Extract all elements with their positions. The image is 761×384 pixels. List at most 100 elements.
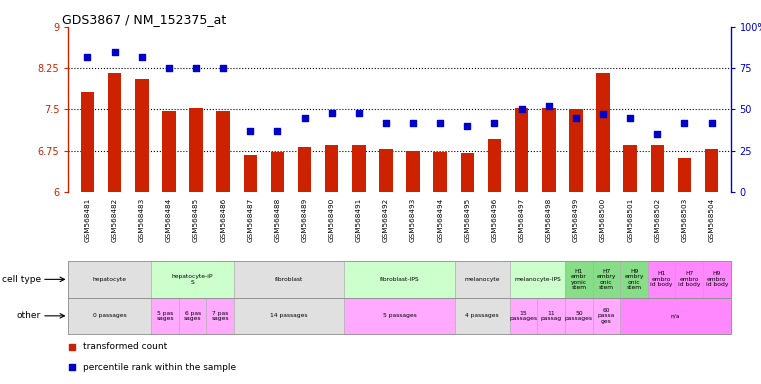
Text: H9
embro
id body: H9 embro id body — [705, 271, 728, 287]
Bar — [705, 149, 718, 192]
Bar — [488, 139, 501, 192]
Bar — [676, 261, 703, 298]
Point — [380, 119, 392, 126]
Point — [272, 128, 284, 134]
Bar — [515, 108, 528, 192]
Bar — [565, 261, 593, 298]
Point — [244, 128, 256, 134]
Point — [326, 110, 338, 116]
Bar — [234, 261, 344, 298]
Bar — [454, 298, 510, 334]
Text: 14 passages: 14 passages — [270, 313, 308, 318]
Bar — [206, 298, 234, 334]
Bar — [537, 298, 565, 334]
Text: H1
embr
yonic
stem: H1 embr yonic stem — [571, 269, 587, 290]
Text: 4 passages: 4 passages — [466, 313, 499, 318]
Bar — [189, 108, 202, 192]
Bar — [510, 261, 565, 298]
Text: 7 pas
sages: 7 pas sages — [212, 311, 229, 321]
Text: transformed count: transformed count — [83, 343, 167, 351]
Point — [163, 65, 175, 71]
Point — [135, 53, 148, 60]
Text: 5 pas
sages: 5 pas sages — [156, 311, 174, 321]
Text: 50
passages: 50 passages — [565, 311, 593, 321]
Bar — [151, 298, 179, 334]
Bar — [352, 145, 365, 192]
Point — [570, 115, 582, 121]
Point — [81, 53, 94, 60]
Bar — [593, 298, 620, 334]
Bar — [244, 155, 257, 192]
Text: hepatocyte: hepatocyte — [93, 277, 127, 282]
Text: 6 pas
sages: 6 pas sages — [184, 311, 202, 321]
Bar — [620, 261, 648, 298]
Point — [624, 115, 636, 121]
Text: melanocyte: melanocyte — [464, 277, 500, 282]
Text: fibroblast-IPS: fibroblast-IPS — [380, 277, 419, 282]
Point — [434, 119, 446, 126]
Bar — [510, 298, 537, 334]
Point — [461, 123, 473, 129]
Bar — [651, 145, 664, 192]
Text: 15
passages: 15 passages — [510, 311, 538, 321]
Text: H7
embro
id body: H7 embro id body — [678, 271, 700, 287]
Point — [407, 119, 419, 126]
Point — [597, 111, 609, 118]
Bar — [565, 298, 593, 334]
Bar — [569, 109, 583, 192]
Point — [515, 106, 527, 113]
Bar — [623, 145, 637, 192]
Bar — [68, 261, 151, 298]
Text: 0 passages: 0 passages — [93, 313, 126, 318]
Point — [65, 344, 78, 350]
Point — [353, 110, 365, 116]
Bar — [68, 298, 151, 334]
Point — [705, 119, 718, 126]
Text: other: other — [17, 311, 40, 320]
Bar — [434, 152, 447, 192]
Point — [190, 65, 202, 71]
Bar — [406, 151, 420, 192]
Text: fibroblast: fibroblast — [275, 277, 304, 282]
Bar — [151, 261, 234, 298]
Bar — [216, 111, 230, 192]
Text: H1
embro
id body: H1 embro id body — [651, 271, 673, 287]
Text: 60
passa
ges: 60 passa ges — [598, 308, 615, 324]
Text: hepatocyte-iP
S: hepatocyte-iP S — [172, 274, 213, 285]
Text: 5 passages: 5 passages — [383, 313, 416, 318]
Text: H9
embry
onic
stem: H9 embry onic stem — [624, 269, 644, 290]
Bar — [179, 298, 206, 334]
Point — [217, 65, 229, 71]
Text: cell type: cell type — [2, 275, 40, 284]
Bar — [703, 261, 731, 298]
Bar — [542, 108, 556, 192]
Bar — [620, 298, 731, 334]
Text: H7
embry
onic
stem: H7 embry onic stem — [597, 269, 616, 290]
Point — [109, 48, 121, 55]
Point — [65, 364, 78, 370]
Bar — [344, 261, 454, 298]
Bar — [454, 261, 510, 298]
Text: GDS3867 / NM_152375_at: GDS3867 / NM_152375_at — [62, 13, 226, 26]
Bar — [298, 147, 311, 192]
Text: percentile rank within the sample: percentile rank within the sample — [83, 363, 236, 372]
Text: 11
passag: 11 passag — [540, 311, 562, 321]
Text: n/a: n/a — [670, 313, 680, 318]
Bar — [325, 145, 339, 192]
Bar — [460, 153, 474, 192]
Point — [298, 115, 310, 121]
Bar — [593, 261, 620, 298]
Bar — [108, 73, 122, 192]
Bar — [81, 92, 94, 192]
Bar — [234, 298, 344, 334]
Bar — [648, 261, 676, 298]
Bar — [271, 152, 284, 192]
Bar — [597, 73, 610, 192]
Bar — [344, 298, 454, 334]
Point — [543, 103, 555, 109]
Point — [489, 119, 501, 126]
Point — [678, 119, 690, 126]
Bar — [162, 111, 176, 192]
Point — [651, 131, 664, 137]
Text: melanocyte-IPS: melanocyte-IPS — [514, 277, 561, 282]
